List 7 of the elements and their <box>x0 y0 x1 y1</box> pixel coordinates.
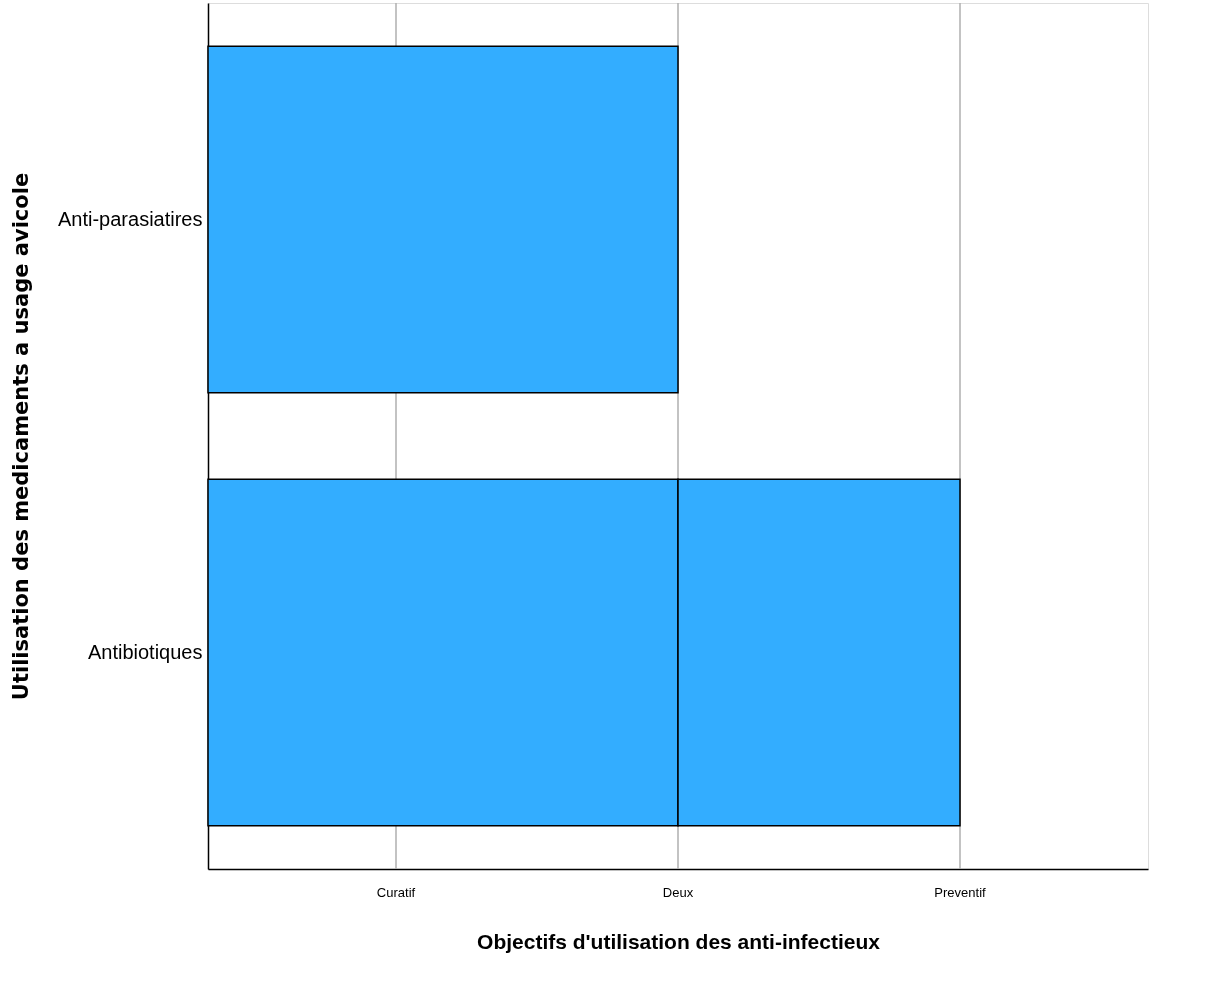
y-tick-label: Anti-parasiatires <box>57 207 203 230</box>
x-axis-title: Objectifs d'utilisation des anti-infectieux <box>477 929 881 953</box>
ref-line-label: Preventif <box>934 885 987 900</box>
y-tick-label: Antibiotiques <box>87 640 203 663</box>
ref-line-label: Deux <box>662 885 694 900</box>
ref-line-label: Curatif <box>376 885 416 900</box>
y-axis-title: Utilisation des medicaments a usage avicole <box>9 172 33 701</box>
